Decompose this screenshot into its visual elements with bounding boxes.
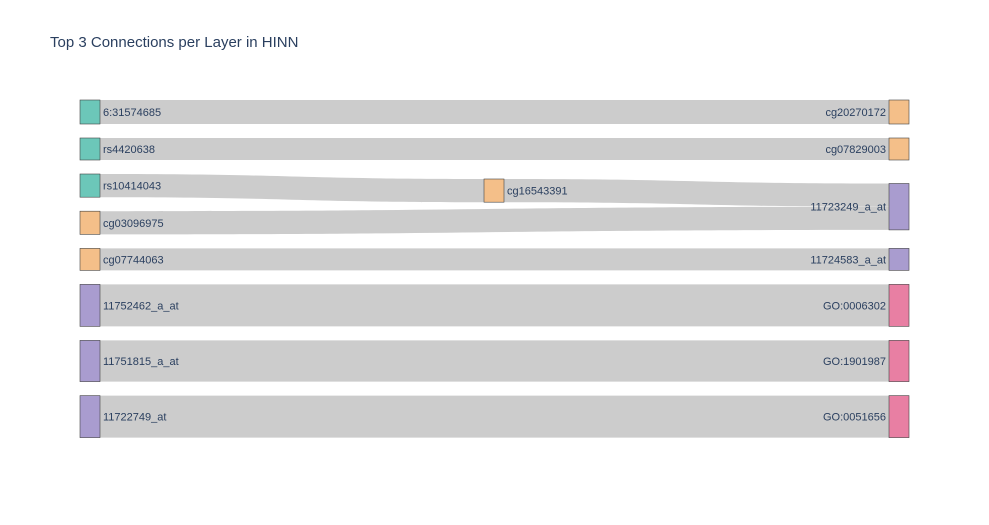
- sankey-node[interactable]: rs4420638: [79, 137, 155, 161]
- sankey-node-rect[interactable]: [888, 137, 910, 161]
- sankey-node-rect[interactable]: [483, 178, 505, 203]
- sankey-node-label: rs10414043: [103, 181, 161, 193]
- sankey-node-rect[interactable]: [79, 284, 101, 327]
- sankey-node-label: GO:0006302: [823, 300, 886, 312]
- nodes-layer: 6:31574685 rs4420638 rs10414043 cg03096975 c…: [79, 99, 910, 438]
- sankey-node-rect[interactable]: [79, 173, 101, 198]
- sankey-node-rect[interactable]: [79, 248, 101, 271]
- sankey-node-label: cg03096975: [103, 218, 164, 230]
- sankey-node-rect[interactable]: [79, 99, 101, 125]
- sankey-node-rect[interactable]: [888, 395, 910, 438]
- sankey-link[interactable]: [100, 100, 889, 124]
- sankey-node-rect[interactable]: [79, 395, 101, 438]
- sankey-node-rect[interactable]: [888, 248, 910, 271]
- sankey-node-label: cg20270172: [825, 107, 886, 119]
- sankey-node[interactable]: 11724583_a_at: [810, 248, 910, 271]
- sankey-link[interactable]: [100, 138, 889, 160]
- sankey-node[interactable]: cg16543391: [483, 178, 568, 203]
- sankey-link[interactable]: [100, 395, 889, 438]
- sankey-node[interactable]: cg07744063: [79, 248, 164, 271]
- sankey-link[interactable]: [100, 284, 889, 327]
- sankey-node-label: 11723249_a_at: [810, 202, 886, 214]
- sankey-node-rect[interactable]: [888, 183, 910, 231]
- sankey-node[interactable]: cg20270172: [825, 99, 910, 125]
- sankey-node[interactable]: cg07829003: [825, 137, 910, 161]
- sankey-link[interactable]: [504, 179, 889, 207]
- sankey-node[interactable]: GO:0051656: [823, 395, 910, 438]
- sankey-node-rect[interactable]: [79, 340, 101, 382]
- sankey-node[interactable]: GO:1901987: [823, 340, 910, 382]
- sankey-node-label: cg07829003: [825, 144, 886, 156]
- sankey-node[interactable]: 11751815_a_at: [79, 340, 179, 382]
- sankey-node-rect[interactable]: [79, 137, 101, 161]
- sankey-node[interactable]: 11752462_a_at: [79, 284, 179, 327]
- sankey-node[interactable]: 11723249_a_at: [810, 183, 910, 231]
- sankey-node-label: GO:1901987: [823, 356, 886, 368]
- links-layer: [100, 100, 889, 438]
- sankey-node-label: GO:0051656: [823, 412, 886, 424]
- sankey-node-rect[interactable]: [888, 340, 910, 382]
- sankey-node-label: 11752462_a_at: [103, 300, 179, 312]
- sankey-node-rect[interactable]: [79, 210, 101, 235]
- sankey-node-label: 11722749_at: [103, 412, 166, 424]
- sankey-link[interactable]: [100, 340, 889, 382]
- sankey-node-label: cg07744063: [103, 254, 164, 266]
- sankey-node-rect[interactable]: [888, 284, 910, 327]
- sankey-node-label: rs4420638: [103, 144, 155, 156]
- sankey-node-rect[interactable]: [888, 99, 910, 125]
- sankey-node-label: 11724583_a_at: [810, 254, 886, 266]
- sankey-node[interactable]: GO:0006302: [823, 284, 910, 327]
- sankey-node-label: 6:31574685: [103, 107, 161, 119]
- sankey-node[interactable]: rs10414043: [79, 173, 161, 198]
- sankey-link[interactable]: [100, 174, 484, 203]
- sankey-link[interactable]: [100, 248, 889, 271]
- sankey-link[interactable]: [100, 206, 889, 235]
- sankey-node[interactable]: cg03096975: [79, 210, 164, 235]
- sankey-node-label: cg16543391: [507, 186, 568, 198]
- sankey-node[interactable]: 11722749_at: [79, 395, 166, 438]
- chart-title: Top 3 Connections per Layer in HINN: [50, 34, 299, 51]
- sankey-node-label: 11751815_a_at: [103, 356, 179, 368]
- sankey-node[interactable]: 6:31574685: [79, 99, 161, 125]
